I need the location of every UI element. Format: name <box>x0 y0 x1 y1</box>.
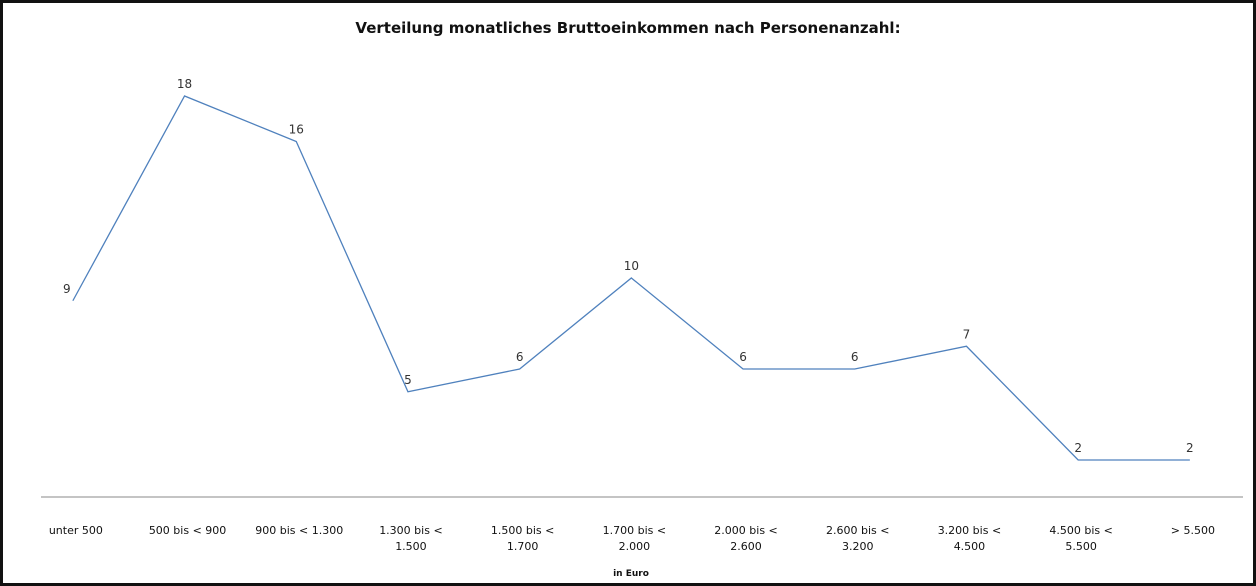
data-label: 2 <box>1186 441 1194 455</box>
data-label: 6 <box>851 350 859 364</box>
x-tick-label: 2.000 bis < 2.600 <box>714 524 778 553</box>
chart-title: Verteilung monatliches Bruttoeinkommen n… <box>355 19 901 37</box>
line <box>72 95 1190 461</box>
x-tick-label: 500 bis < 900 <box>148 524 227 537</box>
x-axis-label: in Euro <box>613 569 649 579</box>
data-label: 9 <box>63 282 71 296</box>
plot: 9 18 16 5 6 10 6 6 7 2 2 <box>41 77 1243 498</box>
x-tick-label: unter 500 <box>48 524 103 537</box>
data-label: 6 <box>739 350 747 364</box>
data-label: 10 <box>624 259 639 273</box>
data-label: 6 <box>516 350 524 364</box>
x-tick-label: > 5.500 <box>1170 524 1215 537</box>
data-label: 2 <box>1074 441 1082 455</box>
x-tick-label: 1.500 bis < 1.700 <box>490 524 555 553</box>
data-label: 7 <box>963 327 971 341</box>
x-tick-label: 1.300 bis < 1.500 <box>379 524 443 553</box>
x-tick-label: 1.700 bis < 2.000 <box>602 524 667 553</box>
data-label: 16 <box>289 123 304 137</box>
x-tick-label: 4.500 bis < 5.500 <box>1049 524 1113 553</box>
x-tick-label: 2.600 bis < 3.200 <box>826 524 890 553</box>
data-label: 18 <box>177 77 192 91</box>
x-tick-label: 900 bis < 1.300 <box>255 524 344 537</box>
data-label: 5 <box>404 373 412 387</box>
x-tick-label: 3.200 bis < 4.500 <box>937 524 1002 553</box>
